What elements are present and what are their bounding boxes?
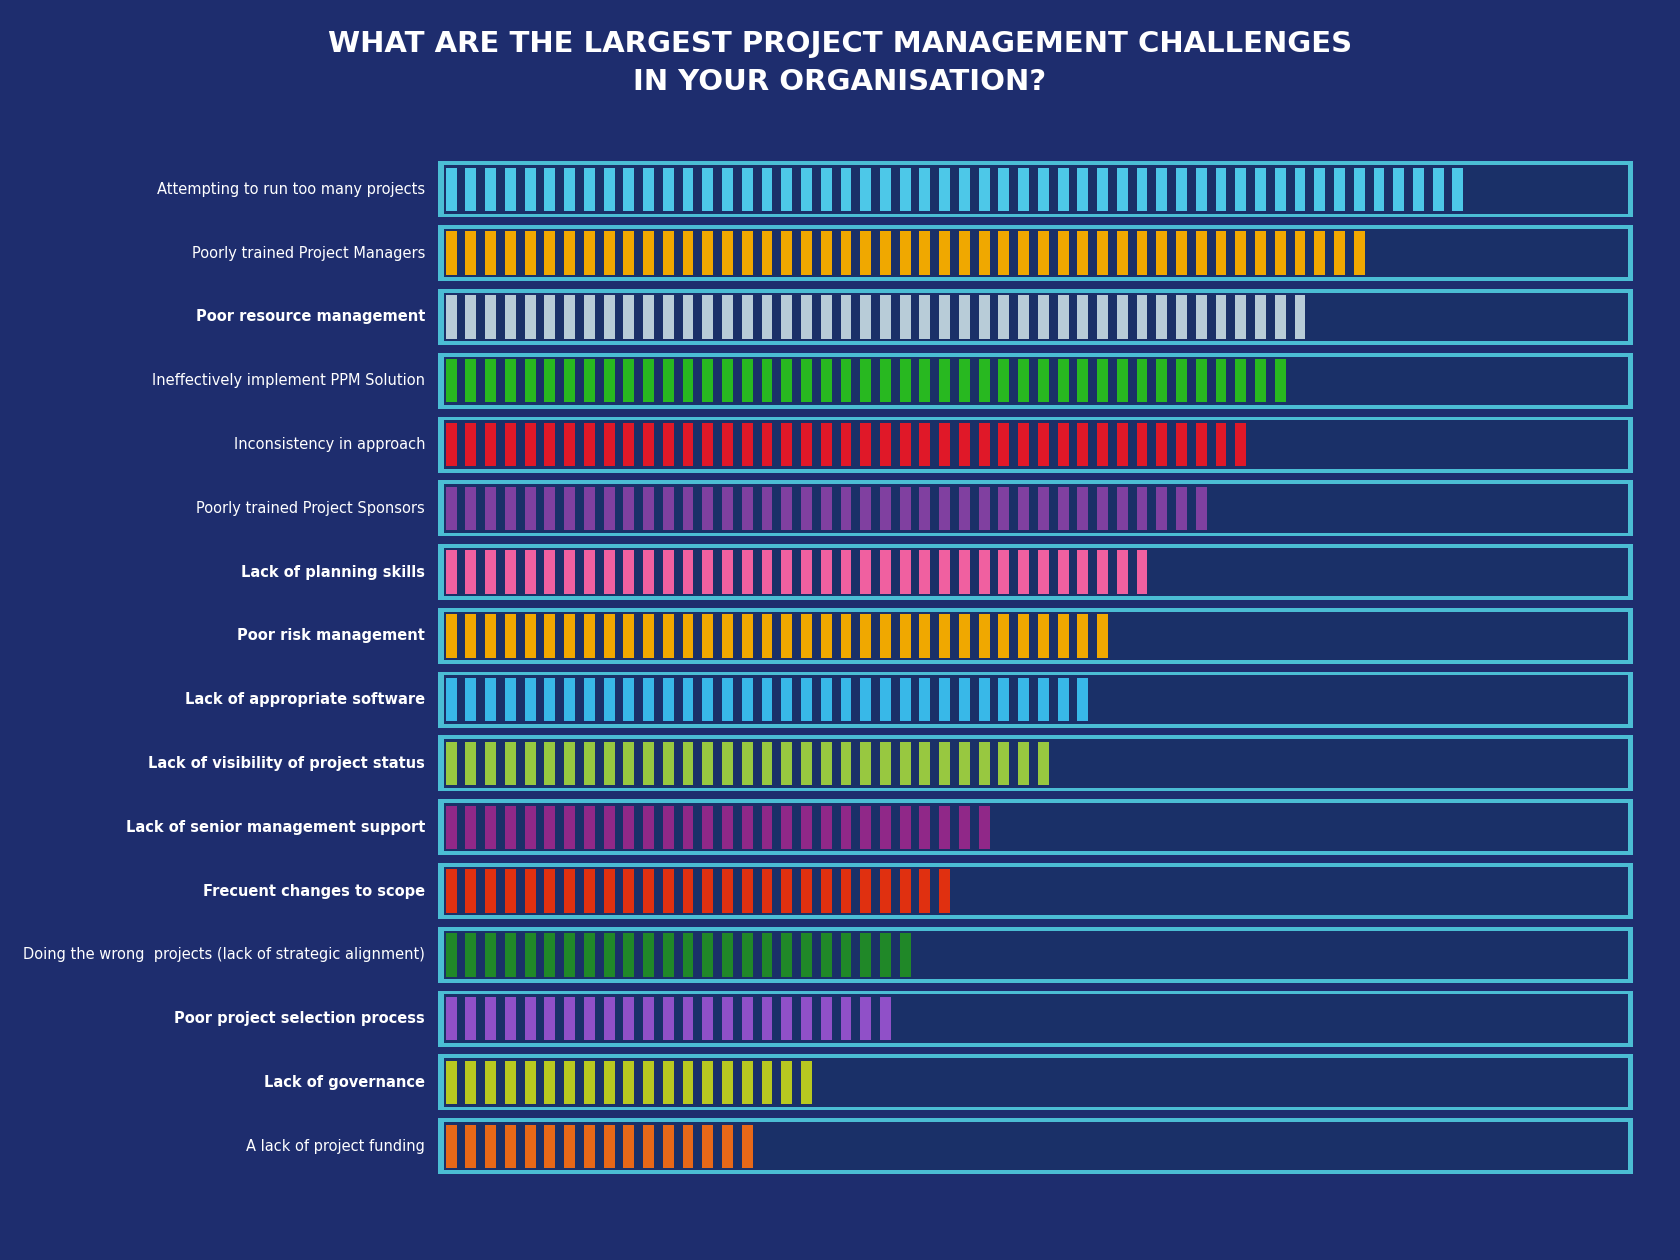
Text: Doing the wrong  projects (lack of strategic alignment): Doing the wrong projects (lack of strate… xyxy=(24,948,425,963)
Text: Poor resource management: Poor resource management xyxy=(195,310,425,325)
Text: A lack of project funding: A lack of project funding xyxy=(247,1139,425,1154)
Text: Lack of appropriate software: Lack of appropriate software xyxy=(185,692,425,707)
Text: Inconsistency in approach: Inconsistency in approach xyxy=(234,437,425,452)
Text: Attempting to run too many projects: Attempting to run too many projects xyxy=(156,181,425,197)
Text: WHAT ARE THE LARGEST PROJECT MANAGEMENT CHALLENGES
IN YOUR ORGANISATION?: WHAT ARE THE LARGEST PROJECT MANAGEMENT … xyxy=(328,29,1352,97)
Text: Poorly trained Project Managers: Poorly trained Project Managers xyxy=(192,246,425,261)
Text: Lack of governance: Lack of governance xyxy=(264,1075,425,1090)
Text: Poor project selection process: Poor project selection process xyxy=(175,1011,425,1026)
Text: Lack of planning skills: Lack of planning skills xyxy=(240,564,425,580)
Text: Frecuent changes to scope: Frecuent changes to scope xyxy=(203,883,425,898)
Text: Lack of senior management support: Lack of senior management support xyxy=(126,820,425,835)
Text: Lack of visibility of project status: Lack of visibility of project status xyxy=(148,756,425,771)
Text: Poorly trained Project Sponsors: Poorly trained Project Sponsors xyxy=(197,500,425,515)
Text: Poor risk management: Poor risk management xyxy=(237,629,425,644)
Text: Ineffectively implement PPM Solution: Ineffectively implement PPM Solution xyxy=(153,373,425,388)
